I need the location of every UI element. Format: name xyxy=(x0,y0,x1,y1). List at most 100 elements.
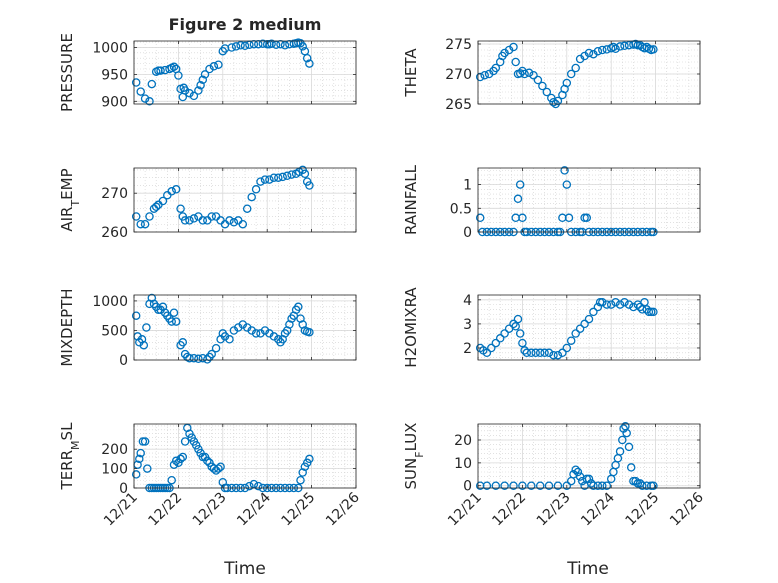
data-point xyxy=(495,334,505,343)
data-point xyxy=(238,219,248,229)
data-point xyxy=(254,481,263,491)
data-point xyxy=(649,45,658,54)
data-point xyxy=(194,86,203,95)
data-point xyxy=(245,481,254,491)
x-axis-label-right: Time xyxy=(566,559,609,579)
y-axis-label: AIRTEMP xyxy=(58,168,82,231)
subplot-5: 0 500 1000 MIXDEPTH xyxy=(58,288,357,369)
data-point xyxy=(280,41,290,50)
data-point xyxy=(562,481,572,490)
data-point xyxy=(589,307,598,317)
data-point xyxy=(649,481,658,490)
data-point xyxy=(171,317,181,326)
data-point xyxy=(624,442,634,452)
data-point xyxy=(522,348,532,358)
data-point xyxy=(189,91,199,101)
data-point xyxy=(251,185,261,194)
data-point xyxy=(176,204,185,213)
data-point xyxy=(167,187,176,196)
y-tick-label: 500 xyxy=(101,323,128,339)
data-point xyxy=(205,64,214,74)
series-markers xyxy=(475,39,658,109)
data-point xyxy=(602,300,612,309)
data-point xyxy=(615,42,625,51)
data-point xyxy=(216,462,225,471)
axes-box xyxy=(133,40,357,105)
series-markers xyxy=(475,297,658,360)
data-point xyxy=(298,468,307,477)
data-point xyxy=(611,44,620,54)
data-point xyxy=(575,324,585,333)
data-point xyxy=(564,213,574,223)
data-point xyxy=(198,75,208,85)
data-point xyxy=(256,177,265,186)
data-point xyxy=(611,297,620,307)
data-point xyxy=(584,48,594,58)
data-point xyxy=(529,70,538,80)
data-point xyxy=(300,169,310,179)
axes-box xyxy=(477,167,701,233)
y-tick-label: 0 xyxy=(463,479,472,495)
data-point xyxy=(644,307,654,317)
data-point xyxy=(282,171,292,181)
data-point xyxy=(562,78,572,88)
subplot-4: 0 0.5 1 RAINFALL xyxy=(402,164,701,241)
data-point xyxy=(598,481,607,490)
data-point xyxy=(136,87,145,96)
data-point xyxy=(531,348,540,358)
data-point xyxy=(606,300,616,309)
data-point xyxy=(236,41,245,50)
data-point xyxy=(298,42,307,51)
data-point xyxy=(553,481,563,490)
plot-area xyxy=(478,424,700,488)
data-point xyxy=(227,43,236,52)
y-tick-label: 1 xyxy=(463,178,472,194)
data-point xyxy=(171,185,181,194)
data-point xyxy=(209,62,219,71)
data-point xyxy=(167,317,176,326)
data-point xyxy=(140,94,150,103)
y-tick-label: 3 xyxy=(463,317,472,333)
axes-box xyxy=(133,423,357,489)
data-point xyxy=(638,481,647,490)
data-point xyxy=(156,66,165,75)
data-point xyxy=(511,322,520,331)
y-tick-label: 20 xyxy=(454,433,472,449)
data-point xyxy=(214,464,223,473)
x-axis-label-left: Time xyxy=(223,559,266,579)
data-point xyxy=(137,335,147,344)
data-point xyxy=(509,42,518,52)
y-axis-label: RAINFALL xyxy=(402,164,420,235)
data-point xyxy=(189,353,199,363)
data-point xyxy=(482,481,492,490)
data-point xyxy=(305,327,314,337)
data-point xyxy=(524,68,534,78)
data-point xyxy=(178,452,188,462)
data-point xyxy=(185,216,194,225)
data-point xyxy=(518,481,527,490)
data-point xyxy=(558,348,567,358)
data-point xyxy=(566,336,576,345)
y-tick-label: 265 xyxy=(445,97,472,113)
data-point xyxy=(509,481,518,490)
data-point xyxy=(480,70,489,80)
subplot-2: 265 270 275 THETA xyxy=(402,37,701,113)
data-point xyxy=(240,41,250,51)
data-point xyxy=(622,428,631,438)
data-point xyxy=(633,479,643,488)
data-point xyxy=(196,80,205,90)
y-tick-label: 0 xyxy=(119,353,128,369)
data-point xyxy=(174,71,183,80)
data-point xyxy=(544,481,554,490)
data-point xyxy=(231,42,241,51)
y-tick-label: 10 xyxy=(454,456,472,472)
axes-box xyxy=(477,294,701,361)
y-axis-label: SUNFLUX xyxy=(402,423,426,490)
data-point xyxy=(305,59,314,68)
data-point xyxy=(140,219,150,229)
data-point xyxy=(225,216,234,225)
data-point xyxy=(167,475,176,485)
data-point xyxy=(515,329,525,338)
data-point xyxy=(180,437,190,446)
